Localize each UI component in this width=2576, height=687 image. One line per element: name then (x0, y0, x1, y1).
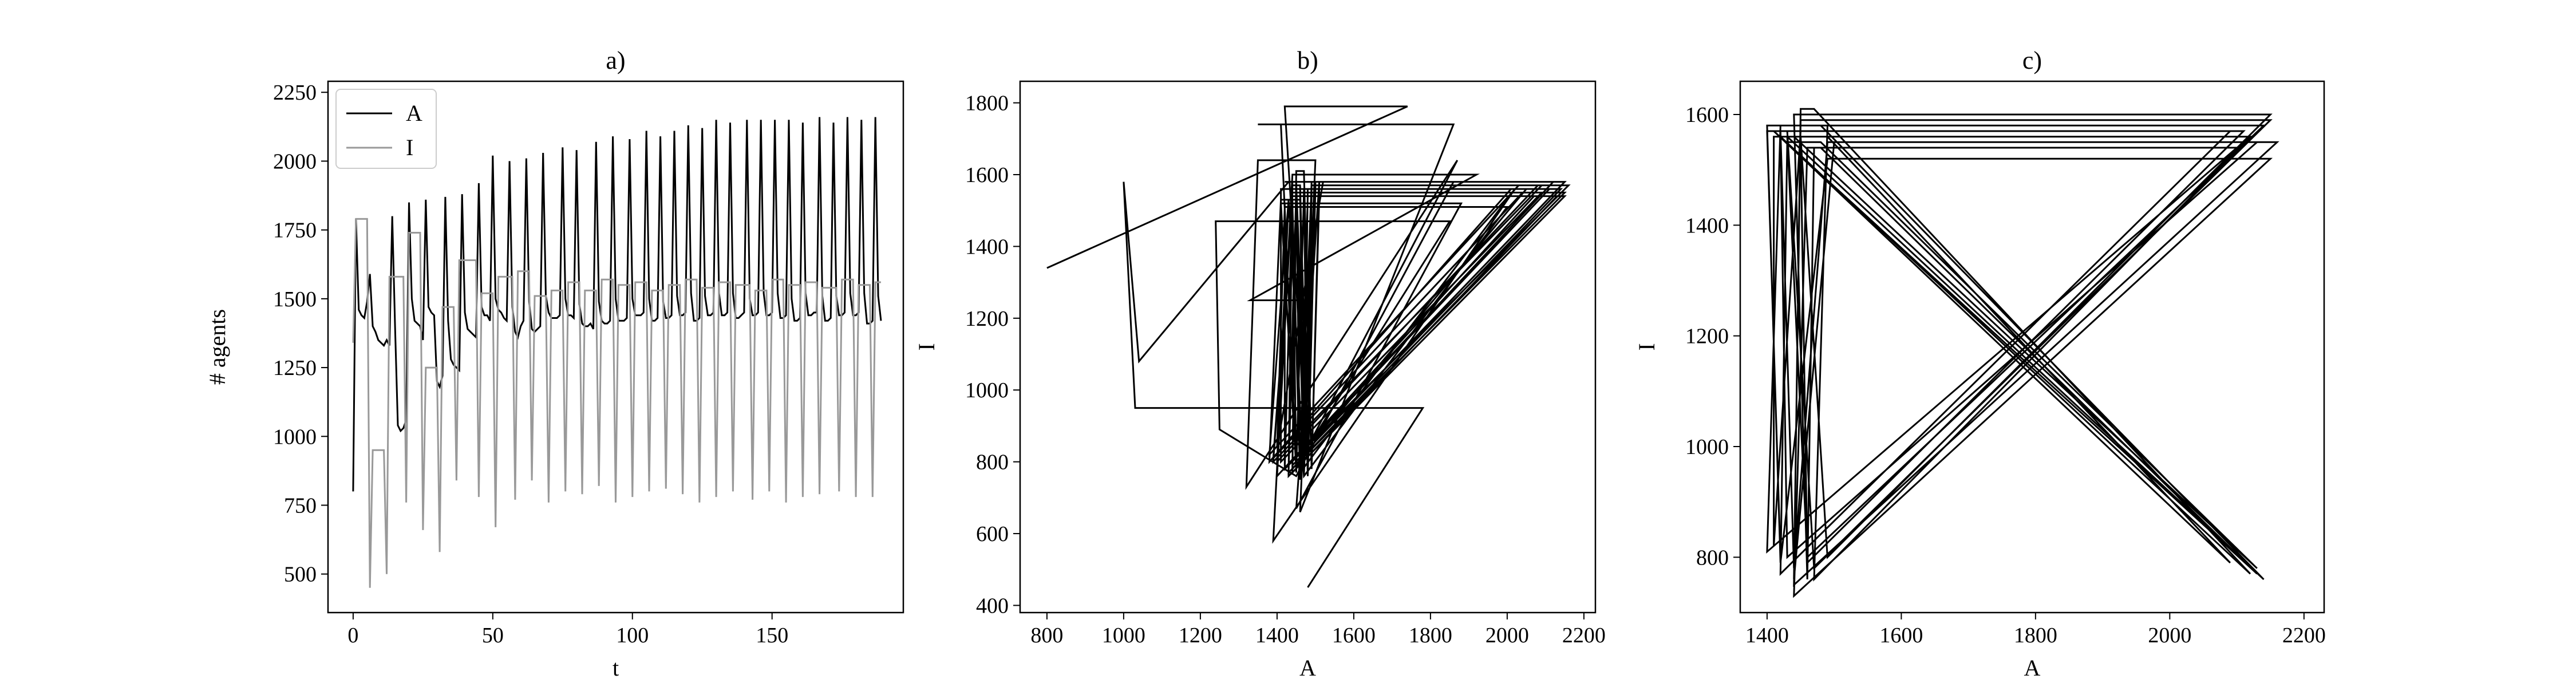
y-tick-label: 1250 (273, 356, 317, 380)
x-axis-label: t (613, 655, 619, 681)
axes-frame (1019, 80, 1597, 614)
panel-title: a) (606, 46, 625, 74)
x-tick-label: 2200 (1562, 623, 1606, 647)
x-tick-label: 2000 (1485, 623, 1529, 647)
x-tick-label: 1600 (1332, 623, 1376, 647)
y-tick-label: 1200 (965, 307, 1009, 331)
x-tick-label: 1600 (1879, 623, 1923, 647)
x-tick-label: 800 (1030, 623, 1063, 647)
y-tick-label: 1400 (1685, 214, 1729, 238)
x-tick-label: 1000 (1102, 623, 1145, 647)
x-tick-label: 1200 (1179, 623, 1222, 647)
y-tick-label: 1200 (1685, 325, 1729, 349)
x-tick-label: 50 (482, 623, 504, 647)
y-tick-label: 800 (1696, 546, 1729, 570)
series-line-0 (1766, 108, 2279, 598)
x-tick-label: 150 (756, 623, 788, 647)
panel-title: c) (2022, 46, 2042, 74)
y-tick-label: 1600 (1685, 103, 1729, 127)
y-tick-label: 2000 (273, 149, 317, 173)
y-axis-label: I (914, 343, 939, 350)
y-tick-label: 600 (976, 522, 1009, 546)
axes-frame (327, 80, 904, 614)
legend-label-A: A (406, 100, 422, 126)
y-tick-label: 750 (284, 493, 317, 518)
y-tick-label: 2250 (273, 81, 317, 105)
x-tick-label: 0 (347, 623, 358, 647)
x-axis-label: A (1299, 655, 1316, 681)
y-tick-label: 1000 (965, 378, 1009, 402)
x-tick-label: 1400 (1745, 623, 1789, 647)
legend-label-I: I (406, 135, 413, 160)
y-tick-label: 1750 (273, 219, 317, 243)
y-tick-label: 1000 (273, 425, 317, 449)
series-line-I (352, 218, 881, 588)
y-tick-label: 1600 (965, 163, 1009, 187)
y-tick-label: 1000 (1685, 435, 1729, 459)
panel-title: b) (1297, 46, 1318, 74)
y-axis-label: # agents (204, 309, 230, 385)
x-tick-label: 2200 (2282, 623, 2326, 647)
x-tick-label: 100 (616, 623, 649, 647)
series-line-0 (1046, 105, 1571, 588)
y-tick-label: 1400 (965, 235, 1009, 259)
y-axis-label: I (1634, 343, 1660, 350)
y-tick-label: 500 (284, 563, 317, 587)
panel-b: 800 1000 1200 1400 1600 1800 2000 2200 400 600 800… (914, 46, 1606, 681)
x-tick-label: 2000 (2148, 623, 2191, 647)
panel-a: 0 50 100 150 500 750 1000 1250 1500 1750 2000 2250 a… (204, 46, 904, 681)
x-axis-label: A (2024, 655, 2041, 681)
y-tick-label: 400 (976, 594, 1009, 618)
x-tick-label: 1400 (1255, 623, 1299, 647)
y-tick-label: 800 (976, 451, 1009, 475)
axes-frame (1739, 80, 2325, 614)
panel-c: 1400 1600 1800 2000 2200 800 1000 1200 1400 1600 c… (1634, 46, 2326, 681)
x-tick-label: 1800 (1409, 623, 1452, 647)
y-tick-label: 1800 (965, 92, 1009, 116)
y-tick-label: 1500 (273, 287, 317, 311)
x-tick-label: 1800 (2014, 623, 2057, 647)
